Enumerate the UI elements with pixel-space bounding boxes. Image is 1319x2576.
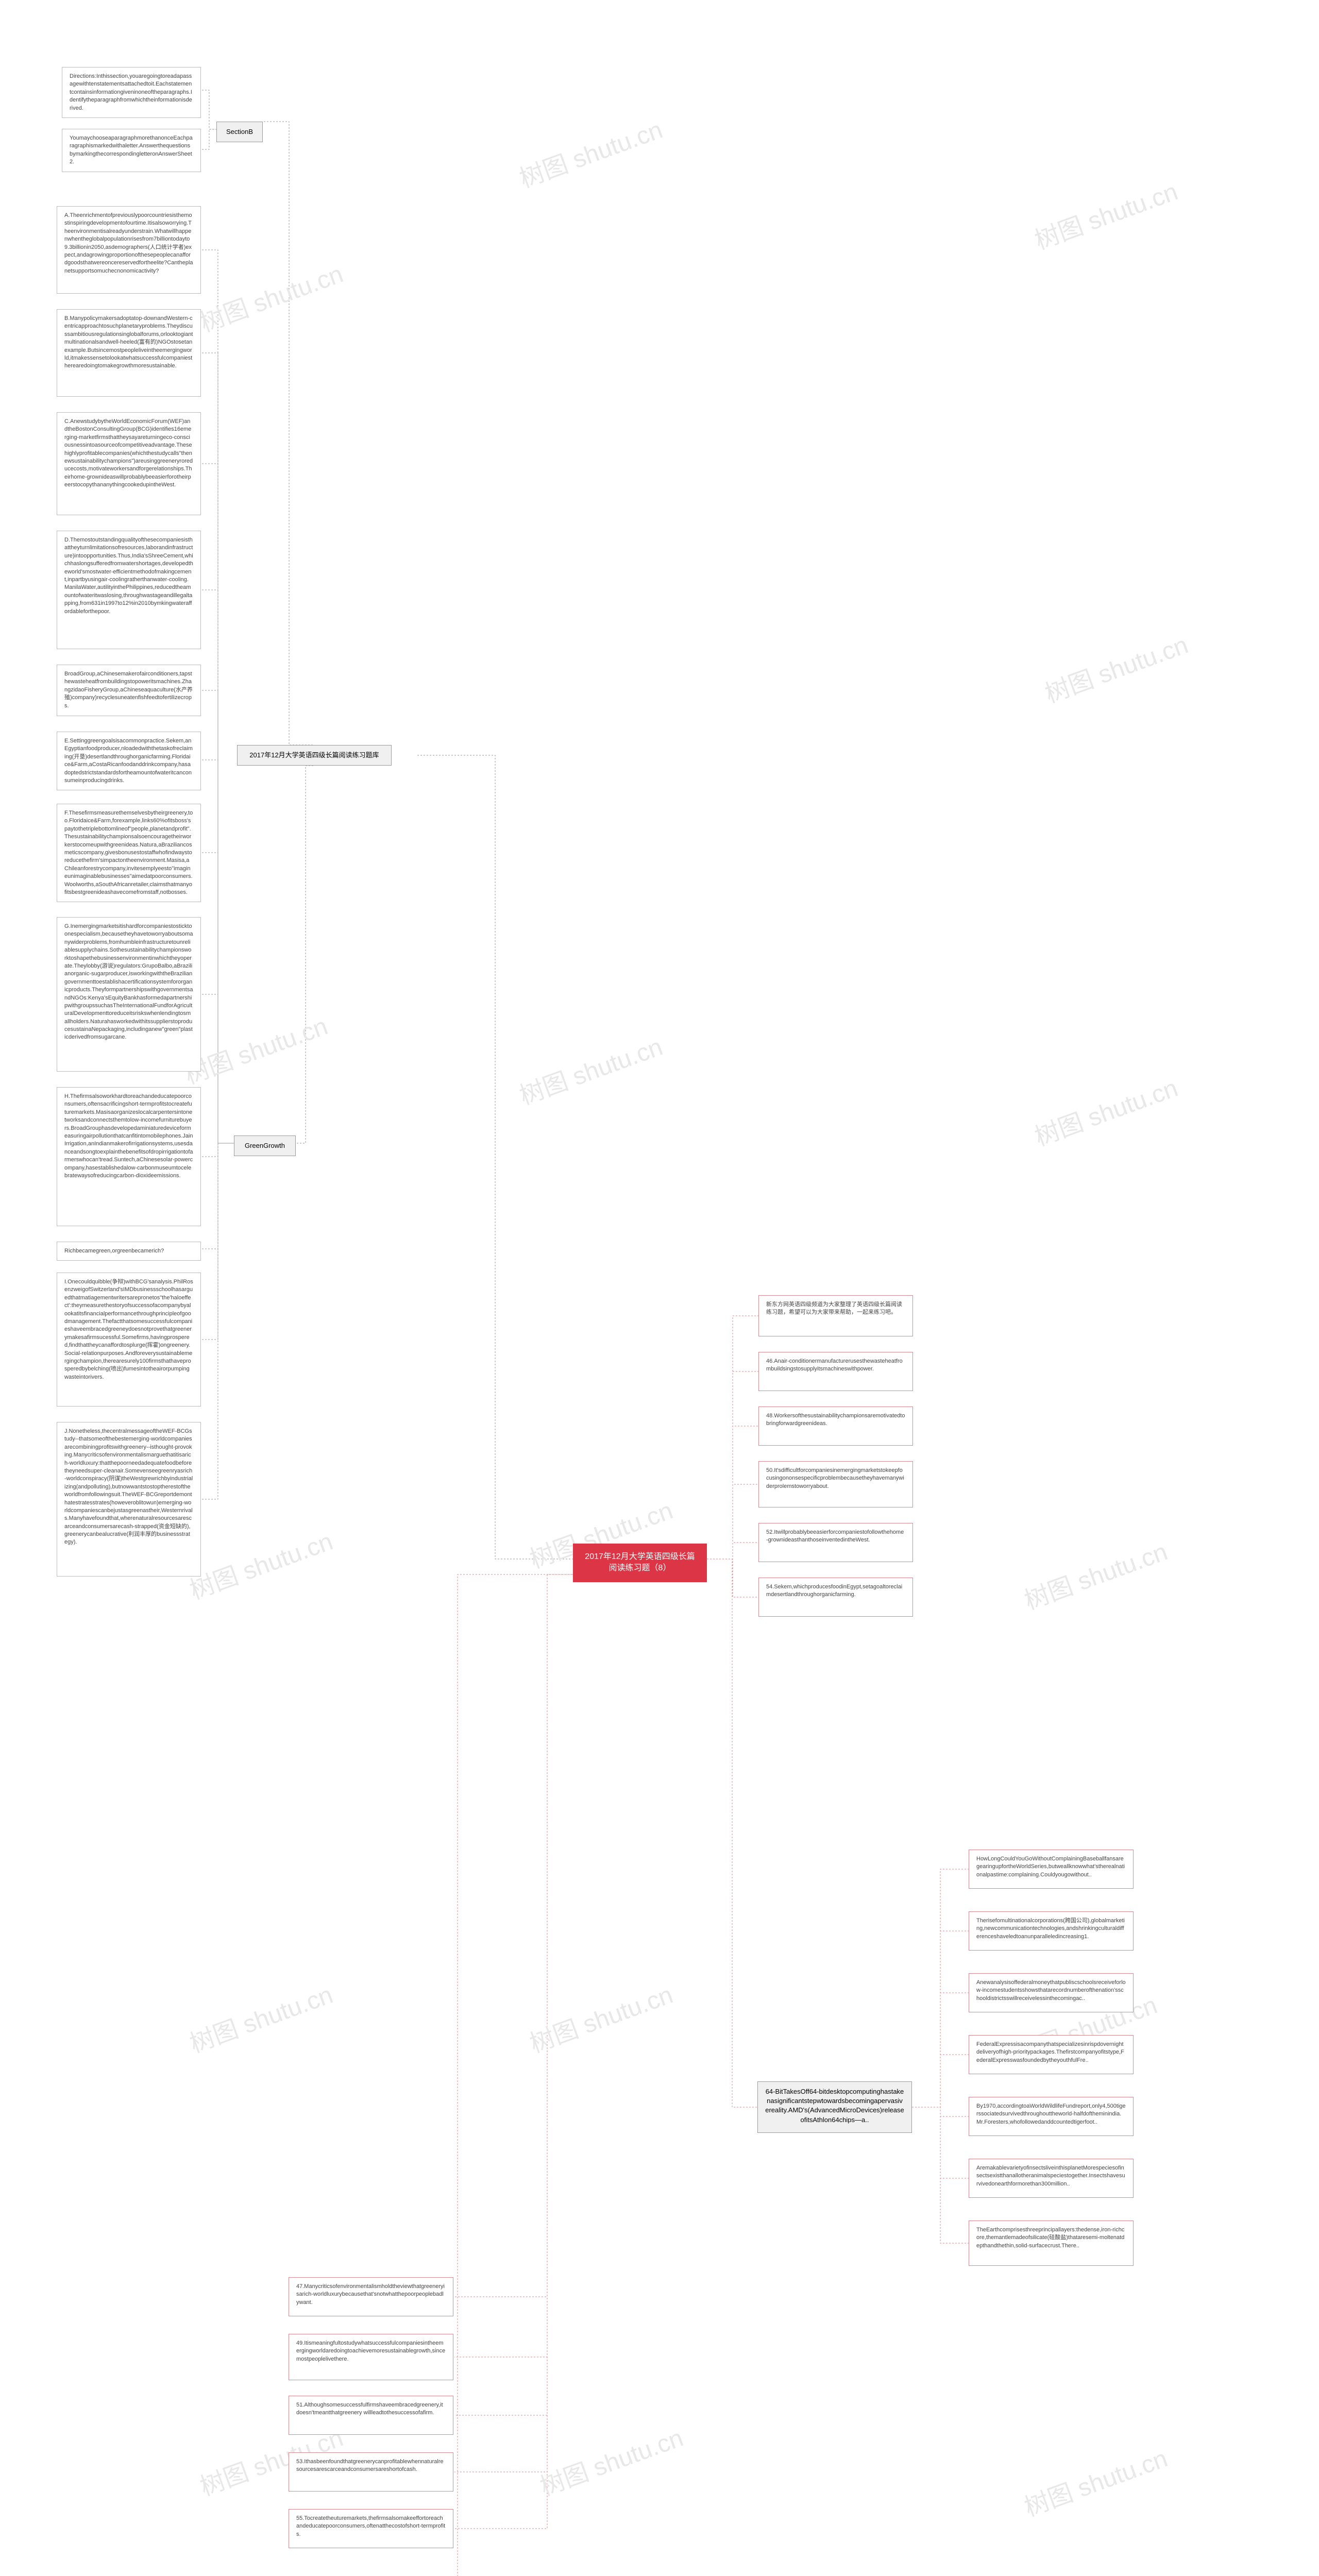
leaf-r4[interactable]: 50.It'sdifficultforcompaniesinemergingma… [758,1461,913,1507]
branch-repo[interactable]: 2017年12月大学英语四级长篇阅读练习题库 [237,745,392,766]
leaf-r10[interactable]: FederalExpressisacompanythatspecializesi… [969,2035,1134,2074]
leaf-r18[interactable]: 55.Tocreatetheuturemarkets,thefirmsalsom… [289,2509,453,2548]
watermark: 树图 shutu.cn [179,1006,332,1091]
watermark: 树图 shutu.cn [514,1026,667,1111]
watermark: 树图 shutu.cn [534,2417,687,2502]
leaf-g1[interactable]: Directions:Inthissection,youaregoingtore… [62,67,201,118]
connector [912,2055,969,2107]
leaf-r2[interactable]: 46.Anair-conditionermanufacturerusesthew… [758,1352,913,1391]
connector [707,1559,757,2107]
watermark: 树图 shutu.cn [184,1521,337,1606]
leaf-g9[interactable]: F.Thesefirmsmeasurethemselvesbytheirgree… [57,804,201,902]
watermark: 树图 shutu.cn [514,109,667,194]
leaf-g4[interactable]: B.Manypolicymakersadoptatop-downandWeste… [57,309,201,397]
leaf-r3[interactable]: 48.Workersofthesustainabilitychampionsar… [758,1406,913,1446]
connector [912,2107,969,2116]
leaf-r5[interactable]: 52.Itwillprobablybeeasierforcompaniestof… [758,1523,913,1562]
connector [454,1574,640,2415]
connector [707,1426,758,1559]
connector [202,760,234,1143]
connector [454,1574,640,2357]
connector [202,1143,234,1157]
watermark: 树图 shutu.cn [1039,624,1192,709]
watermark: 树图 shutu.cn [194,253,347,338]
leaf-r6[interactable]: 54.Sekem,whichproducesfoodinEgypt,setago… [758,1578,913,1617]
connector [202,1143,234,1340]
leaf-r8[interactable]: Therisefomultinationalcorporations(跨国公司)… [969,1911,1134,1951]
connector [297,766,314,1143]
branch-bit64[interactable]: 64-BitTakesOff64-bitdesktopcomputinghast… [757,2081,912,2133]
connector [202,1143,234,1249]
connector [454,1574,640,2472]
connector [707,1559,758,1597]
leaf-g5[interactable]: C.AnewstudybytheWorldEconomicForum(WEF)a… [57,412,201,515]
watermark: 树图 shutu.cn [1019,1531,1172,1616]
connector [454,1574,640,2529]
leaf-r14[interactable]: 47.Manycriticsofenvironmentalismholdthev… [289,2277,453,2316]
leaf-g3[interactable]: A.Theenrichmentofpreviouslypoorcountries… [57,206,201,294]
leaf-g2[interactable]: YoumaychooseaparagraphmorethanonceEachpa… [62,129,201,172]
leaf-g11[interactable]: H.Thefirmsalsoworkhardtoreachandeducatep… [57,1087,201,1226]
leaf-r15[interactable]: 49.Itismeaningfultostudywhatsuccessfulco… [289,2334,453,2380]
leaf-r17[interactable]: 53.Ithasbeenfoundthatgreenerycanprofitab… [289,2452,453,2492]
connector [202,250,234,1143]
watermark: 树图 shutu.cn [524,1974,677,2059]
root-node[interactable]: 2017年12月大学英语四级长篇阅读练习题（8） [573,1544,707,1582]
connector [912,2107,969,2243]
leaf-r7[interactable]: HowLongCouldYouGoWithoutComplainingBaseb… [969,1850,1134,1889]
watermark: 树图 shutu.cn [1029,1067,1182,1153]
connector [202,690,234,1143]
connector [202,90,216,129]
connector [202,590,234,1143]
leaf-r9[interactable]: Anewanalysisoffederalmoneythatpubliscsch… [969,1973,1134,2012]
leaf-g6[interactable]: D.Themostoutstandingqualityofthesecompan… [57,531,201,649]
leaf-r1[interactable]: 新东方网英语四级频道为大家整理了英语四级长篇阅读练习题，希望可以为大家带来帮助，… [758,1295,913,1336]
connector [707,1543,758,1559]
connector [912,1931,969,2107]
connector [264,122,314,745]
connector [202,1143,234,1499]
connector [417,755,573,1559]
connector [912,1993,969,2107]
leaf-r11[interactable]: By1970,accordingtoaWorldWildlifeFundrepo… [969,2097,1134,2136]
connector [707,1316,758,1559]
leaf-g12[interactable]: Richbecamegreen,orgreenbecamerich? [57,1242,201,1261]
connector [202,464,234,1143]
leaf-g14[interactable]: J.Nonetheless,thecentralmessageoftheWEF-… [57,1422,201,1577]
leaf-r12[interactable]: Aremakablevarietyofinsectsliveinthisplan… [969,2159,1134,2198]
connector [202,994,234,1143]
leaf-g7[interactable]: BroadGroup,aChinesemakerofairconditioner… [57,665,201,716]
connector [454,1574,640,2297]
connector [707,1484,758,1559]
connector [202,853,234,1143]
connector [707,1371,758,1559]
leaf-g13[interactable]: I.Onecouldquibble(争辩)withBCG'sanalysis.P… [57,1273,201,1406]
watermark: 树图 shutu.cn [184,1974,337,2059]
connector [202,353,234,1143]
connector [202,129,216,149]
branch-green[interactable]: GreenGrowth [234,1136,296,1156]
leaf-g8[interactable]: E.Settinggreengoalsisacommonpractice.Sek… [57,732,201,790]
leaf-r16[interactable]: 51.Althoughsomesuccessfulfirmshaveembrac… [289,2396,453,2435]
leaf-g10[interactable]: G.Inemergingmarketsitishardforcompaniest… [57,917,201,1072]
branch-sectionB[interactable]: SectionB [216,122,263,142]
connector [912,2107,969,2178]
watermark: 树图 shutu.cn [1019,2438,1172,2523]
connector [912,1869,969,2107]
leaf-r13[interactable]: TheEarthcomprisesthreeprincipallayers:th… [969,2221,1134,2266]
watermark: 树图 shutu.cn [1029,171,1182,256]
